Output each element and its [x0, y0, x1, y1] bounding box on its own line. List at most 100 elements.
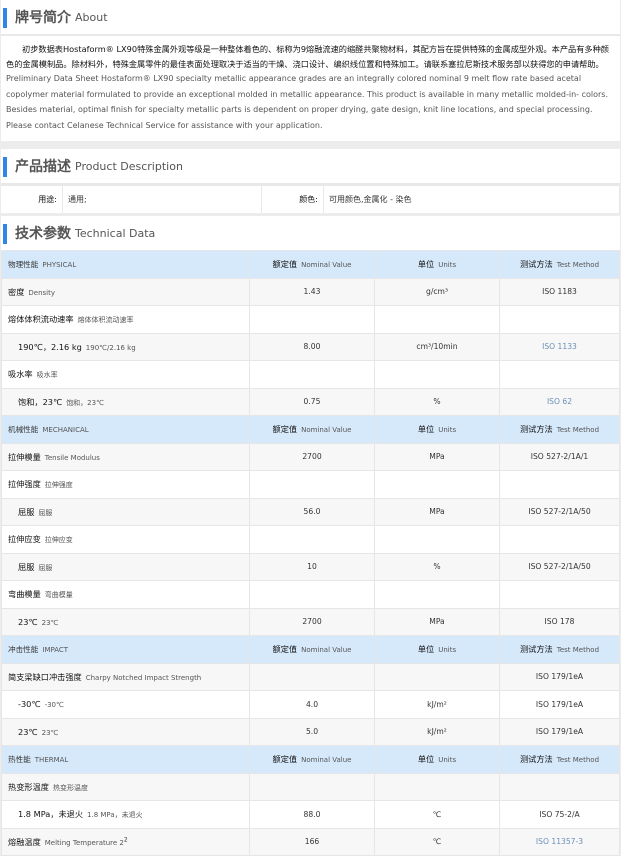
header-cn: 额定值	[272, 644, 298, 655]
unit: MPa	[374, 497, 500, 526]
property-en: 屈服	[38, 563, 53, 572]
unit: g/cm³	[374, 277, 500, 306]
header-en: Nominal Value	[301, 756, 352, 765]
test-method: ISO 527-2/1A/1	[499, 442, 620, 471]
nominal-value	[249, 525, 375, 554]
header-cn: 额定值	[272, 424, 298, 435]
property-cn: 屈服	[18, 506, 35, 517]
property-name: 拉伸强度 拉伸强度	[1, 470, 250, 499]
header-cn: 额定值	[272, 754, 298, 765]
property-en: Melting Temperature 2	[44, 838, 124, 847]
units-header: 单位 Units	[374, 415, 500, 444]
property-cn: 密度	[8, 286, 25, 297]
category-name: 冲击性能 IMPACT	[1, 635, 250, 664]
nominal-value: 1.43	[249, 277, 375, 306]
unit: %	[374, 387, 500, 416]
product-title-cn: 产品描述	[15, 159, 71, 175]
header-en: Nominal Value	[301, 426, 352, 435]
header-cn: 单位	[417, 644, 435, 655]
property-en: Density	[28, 288, 56, 297]
about-text-cn: 初步数据表Hostaform® LX90特殊金属外观等级是一种整体着色的、标称为…	[6, 44, 609, 69]
unit	[374, 772, 500, 801]
nominal-value: 2700	[249, 607, 375, 636]
about-section: 牌号简介 About 初步数据表Hostaform® LX90特殊金属外观等级是…	[1, 0, 620, 141]
property-cn: 23℃	[18, 726, 38, 737]
header-en: Test Method	[556, 646, 600, 655]
units-header: 单位 Units	[374, 745, 500, 774]
property-name: 拉伸模量 Tensile Modulus	[1, 442, 250, 471]
header-en: Test Method	[556, 756, 600, 765]
category-cn: 热性能	[8, 754, 31, 764]
property-en: 热变形温度	[52, 783, 88, 792]
table-row: 弯曲模量 弯曲模量	[1, 580, 620, 609]
test-method: ISO 75-2/A	[499, 800, 620, 829]
table-row: 熔体体积流动速率 熔体体积流动速率	[1, 305, 620, 334]
nominal-value: 56.0	[249, 497, 375, 526]
product-header: 产品描述 Product Description	[1, 149, 620, 185]
property-cn: 23℃	[18, 616, 38, 627]
product-title-en: Product Description	[75, 159, 183, 173]
header-cn: 单位	[417, 754, 435, 765]
test-method[interactable]: ISO 62	[499, 387, 620, 416]
header-cn: 单位	[417, 424, 435, 435]
category-cn: 冲击性能	[8, 644, 39, 654]
footnote-marker: 2	[123, 836, 128, 844]
about-title-en: About	[75, 10, 108, 24]
table-row: -30℃ -30℃ 4.0 kJ/m² ISO 179/1eA	[1, 690, 620, 719]
category-name: 物理性能 PHYSICAL	[1, 250, 250, 279]
test-method: ISO 179/1eA	[499, 690, 620, 719]
property-en: 屈服	[38, 508, 53, 517]
property-cn: 简支梁缺口冲击强度	[8, 671, 82, 682]
nominal-value	[249, 580, 375, 609]
header-en: Units	[438, 756, 457, 765]
category-cn: 机械性能	[8, 424, 39, 434]
property-en: 拉伸强度	[44, 481, 73, 490]
nominal-value: 166	[249, 827, 375, 856]
category-name: 机械性能 MECHANICAL	[1, 415, 250, 444]
unit: MPa	[374, 442, 500, 471]
table-row: 密度 Density 1.43 g/cm³ ISO 1183	[1, 277, 620, 306]
property-cn: -30℃	[18, 699, 41, 710]
property-name: 23℃ 23℃	[1, 607, 250, 636]
header-en: Test Method	[556, 426, 600, 435]
technical-section: 技术参数 Technical Data 物理性能 PHYSICAL 额定值 Nomi…	[1, 216, 620, 856]
table-row: 简支梁缺口冲击强度 Charpy Notched Impact Strength …	[1, 662, 620, 691]
property-name: 1.8 MPa，未退火 1.8 MPa，未退火	[1, 800, 250, 829]
property-name: 热变形温度 热变形温度	[1, 772, 250, 801]
test-method: ISO 179/1eA	[499, 717, 620, 746]
nominal-value: 2700	[249, 442, 375, 471]
test-method	[499, 305, 620, 334]
test-method: ISO 1183	[499, 277, 620, 306]
unit	[374, 525, 500, 554]
test-method: ISO 178	[499, 607, 620, 636]
unit: ℃	[374, 827, 500, 856]
table-row: 拉伸模量 Tensile Modulus 2700 MPa ISO 527-2/1…	[1, 442, 620, 471]
unit	[374, 470, 500, 499]
use-value: 通用;	[63, 186, 262, 213]
category-cn: 物理性能	[8, 259, 39, 269]
property-name: 熔融温度 Melting Temperature 22	[1, 827, 250, 856]
nominal-value	[249, 662, 375, 691]
test-method	[499, 470, 620, 499]
category-en: MECHANICAL	[42, 425, 89, 434]
header-en: Units	[438, 646, 457, 655]
table-row: 屈服 屈服 10 % ISO 527-2/1A/50	[1, 552, 620, 581]
property-en: 拉伸应变	[44, 536, 73, 545]
about-text-en: Preliminary Data Sheet Hostaform® LX90 s…	[6, 74, 608, 130]
nominal-value-header: 额定值 Nominal Value	[249, 250, 375, 279]
category-header-row: 冲击性能 IMPACT 额定值 Nominal Value 单位 Units 测试方法…	[1, 635, 620, 664]
table-row: 热变形温度 热变形温度	[1, 772, 620, 801]
color-label: 颜色:	[262, 186, 324, 213]
test-method	[499, 580, 620, 609]
property-cn: 拉伸应变	[8, 534, 41, 545]
nominal-value: 8.00	[249, 332, 375, 361]
unit: MPa	[374, 607, 500, 636]
test-method[interactable]: ISO 11357-3	[499, 827, 620, 856]
test-method	[499, 360, 620, 389]
test-method[interactable]: ISO 1133	[499, 332, 620, 361]
nominal-value: 0.75	[249, 387, 375, 416]
property-cn: 1.8 MPa，未退火	[18, 809, 84, 820]
table-row: 23℃ 23℃ 5.0 kJ/m² ISO 179/1eA	[1, 717, 620, 746]
nominal-value-header: 额定值 Nominal Value	[249, 745, 375, 774]
test-method	[499, 772, 620, 801]
